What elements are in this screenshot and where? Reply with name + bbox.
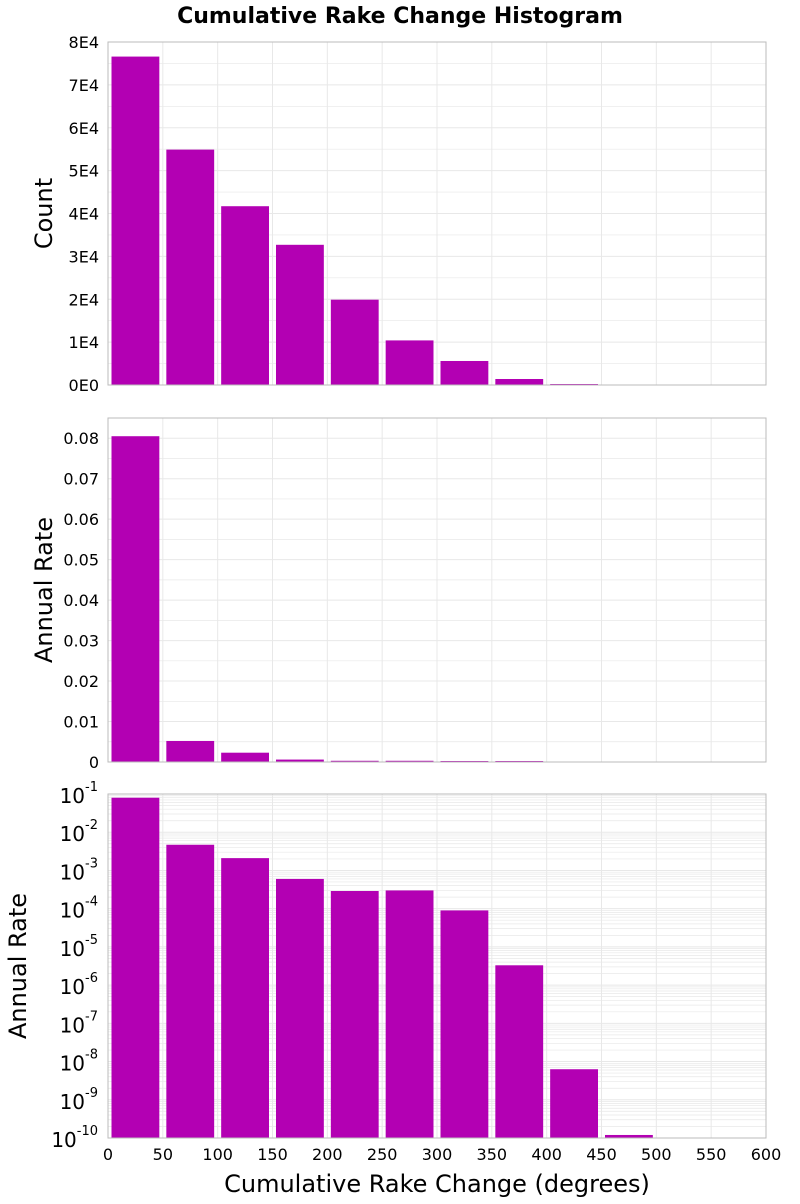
x-tick-label: 200 — [312, 1145, 343, 1164]
y-tick-label: 10-6 — [60, 971, 98, 999]
x-axis-label: Cumulative Rake Change (degrees) — [224, 1170, 650, 1198]
bar — [495, 378, 544, 385]
y-tick-label: 10-8 — [60, 1048, 98, 1076]
bar — [276, 244, 324, 385]
bar — [276, 759, 324, 762]
bar — [385, 760, 434, 762]
y-axis-label: Annual Rate — [4, 893, 32, 1039]
plot-frame — [107, 417, 767, 763]
bar — [385, 340, 434, 385]
x-tick-label: 350 — [477, 1145, 508, 1164]
y-tick-label: 0.01 — [63, 713, 99, 732]
y-tick-label: 0 — [89, 753, 99, 772]
y-tick-label: 0.08 — [63, 429, 99, 448]
y-tick-label: 7E4 — [69, 76, 99, 95]
y-tick-label: 10-10 — [51, 1124, 98, 1152]
bar — [166, 740, 215, 762]
x-tick-label: 450 — [586, 1145, 617, 1164]
x-tick-label: 150 — [257, 1145, 288, 1164]
bar — [440, 910, 489, 1138]
y-tick-label: 0.02 — [63, 672, 99, 691]
bar — [385, 890, 434, 1138]
bar — [111, 797, 160, 1138]
bar — [495, 965, 544, 1138]
bar — [276, 878, 324, 1138]
bar — [166, 844, 215, 1138]
x-tick-label: 600 — [751, 1145, 782, 1164]
panel-annual-rate-log: 10-1 10-2 10-3 10-4 10-5 10-6 10-7 10-8 10-9 10-1… — [4, 780, 781, 1198]
y-axis-label: Count — [30, 178, 58, 249]
x-tick-label: 0 — [103, 1145, 113, 1164]
y-tick-label: 10-7 — [60, 1009, 98, 1037]
y-tick-label: 6E4 — [69, 119, 99, 138]
y-tick-label: 10-2 — [60, 818, 98, 846]
bar — [330, 890, 379, 1138]
y-tick-label: 10-3 — [60, 856, 98, 884]
bar — [550, 1069, 598, 1138]
plot-frame — [107, 793, 767, 1139]
x-tick-label: 500 — [641, 1145, 672, 1164]
bar — [330, 299, 379, 385]
y-tick-label: 0.06 — [63, 510, 99, 529]
y-tick-label: 3E4 — [69, 247, 99, 266]
y-tick-label: 5E4 — [69, 162, 99, 181]
y-tick-label: 2E4 — [69, 290, 99, 309]
bar — [440, 360, 489, 385]
y-tick-label: 4E4 — [69, 205, 99, 224]
y-tick-label: 10-1 — [60, 780, 98, 808]
plot-frame — [107, 41, 767, 386]
y-tick-label: 10-9 — [60, 1086, 98, 1114]
bar — [221, 206, 269, 385]
x-tick-label: 250 — [367, 1145, 398, 1164]
y-tick-label: 8E4 — [69, 33, 99, 52]
bar — [330, 760, 379, 762]
bar — [111, 56, 160, 385]
x-tick-label: 300 — [422, 1145, 453, 1164]
panel-count: 0E0 1E4 2E4 3E4 4E4 5E4 6E4 7E4 8E4 Count — [30, 33, 767, 395]
bar — [605, 1134, 653, 1138]
bar — [166, 149, 215, 385]
y-tick-label: 10-5 — [60, 933, 98, 961]
y-tick-label: 1E4 — [69, 333, 99, 352]
y-tick-label: 0.05 — [63, 551, 99, 570]
panel-annual-rate-linear: 0 0.01 0.02 0.03 0.04 0.05 0.06 0.07 0.08 Annual … — [30, 417, 767, 772]
y-tick-label: 0.07 — [63, 470, 99, 489]
y-tick-label: 0E0 — [69, 376, 99, 395]
x-tick-label: 400 — [531, 1145, 562, 1164]
bar — [221, 858, 269, 1138]
chart-title: Cumulative Rake Change Histogram — [177, 4, 623, 29]
bar — [111, 436, 160, 762]
x-tick-label: 100 — [202, 1145, 233, 1164]
bar — [221, 752, 269, 762]
x-tick-label: 550 — [696, 1145, 727, 1164]
y-tick-label: 0.04 — [63, 591, 99, 610]
y-tick-label: 10-4 — [60, 895, 98, 923]
y-tick-label: 0.03 — [63, 632, 99, 651]
y-axis-label: Annual Rate — [30, 517, 58, 663]
x-tick-label: 50 — [153, 1145, 173, 1164]
